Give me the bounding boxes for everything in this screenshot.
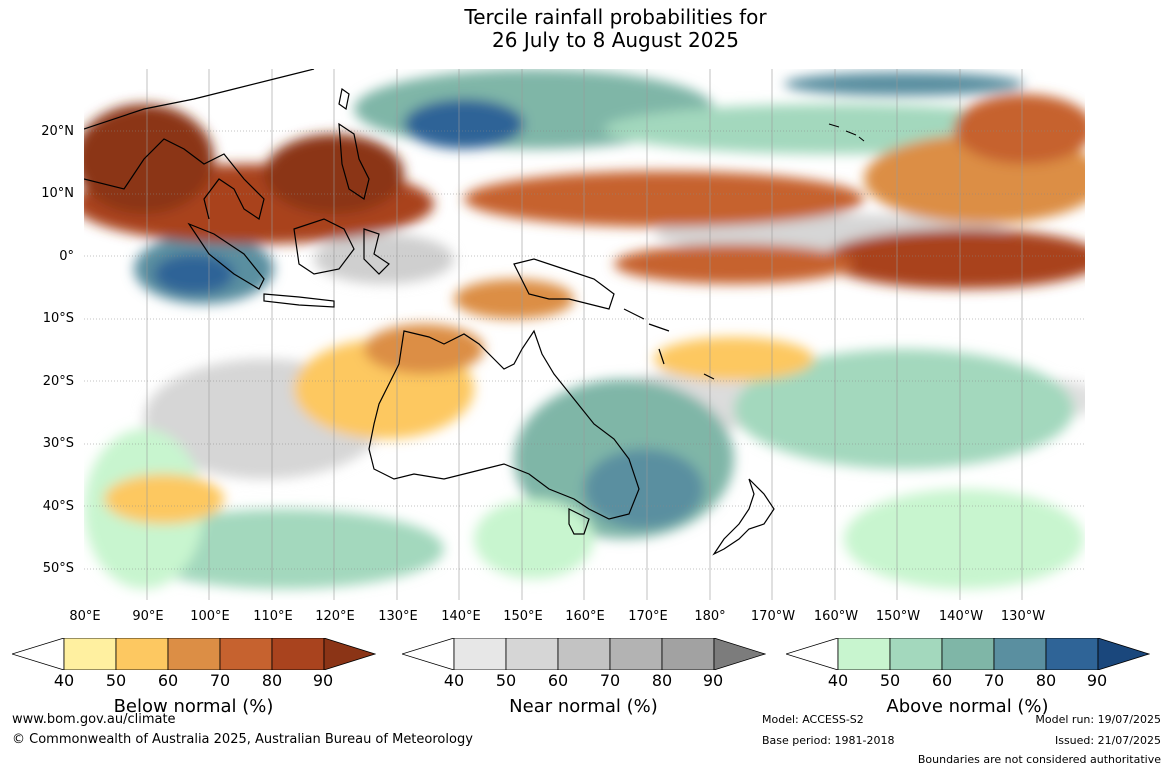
graticule (84, 130, 1085, 570)
below-normal-swatch (167, 638, 221, 670)
near-tick: 50 (495, 671, 517, 690)
australia-coast (368, 329, 640, 520)
above-tick: 50 (879, 671, 901, 690)
lon-label-150e: 150°E (503, 609, 543, 624)
lon-label-160w: 160°W (813, 609, 859, 624)
lon-label-110e: 110°E (253, 609, 293, 624)
lat-label-0: 0° (59, 249, 74, 264)
near-normal-swatch (557, 638, 611, 670)
sulawesi-coast (363, 228, 390, 275)
lon-label-150w: 150°W (875, 609, 921, 624)
map-canvas (84, 69, 1085, 600)
base-period-text: Base period: 1981-2018 (762, 734, 895, 747)
lon-label-90e: 90°E (132, 609, 164, 624)
lon-label-80e: 80°E (69, 609, 101, 624)
lat-label-40s: 40°S (42, 499, 74, 514)
asia-mainland-coast (84, 69, 315, 220)
above-normal-colorbar (786, 638, 1150, 670)
below-normal-title: Below normal (%) (113, 696, 274, 717)
lon-label-130w: 130°W (1000, 609, 1046, 624)
vanuatu-islands (658, 348, 715, 380)
taiwan-coast (338, 87, 350, 111)
near-normal-swatch (609, 638, 663, 670)
below-normal-colorbar (12, 638, 376, 670)
hawaii-islands (828, 123, 865, 142)
website-link[interactable]: www.bom.gov.au/climate (12, 712, 176, 727)
below-normal-swatch (219, 638, 273, 670)
lon-label-100e: 100°E (190, 609, 230, 624)
lon-label-170e: 170°E (628, 609, 668, 624)
coastlines (84, 69, 775, 556)
new-zealand-coast (712, 478, 775, 556)
above-tick: 40 (827, 671, 849, 690)
lat-label-50s: 50°S (42, 561, 74, 576)
above-normal-swatch (941, 638, 995, 670)
near-normal-swatch (505, 638, 559, 670)
sumatra-coast (187, 222, 265, 290)
solomon-islands (623, 308, 670, 332)
above-normal-swatch (889, 638, 943, 670)
map-title-line2: 26 July to 8 August 2025 (492, 28, 739, 52)
lat-label-30s: 30°S (42, 436, 74, 451)
near-tick: 90 (702, 671, 724, 690)
lon-label-170w: 170°W (750, 609, 796, 624)
near-normal-swatch (453, 638, 507, 670)
lon-label-130e: 130°E (378, 609, 418, 624)
lon-label-180: 180° (694, 609, 726, 624)
tasmania-coast (568, 508, 590, 535)
near-tick: 60 (547, 671, 569, 690)
lat-label-20s: 20°S (42, 374, 74, 389)
above-tick: 60 (931, 671, 953, 690)
above-normal-swatch (1045, 638, 1099, 670)
probability-map (84, 69, 1085, 600)
meridians (146, 69, 1023, 600)
below-tick: 60 (157, 671, 179, 690)
model-text: Model: ACCESS-S2 (762, 713, 864, 726)
probability-field (84, 69, 1085, 589)
lon-label-140w: 140°W (938, 609, 984, 624)
near-normal-colorbar (402, 638, 766, 670)
borneo-coast (293, 218, 355, 275)
above-tick: 90 (1086, 671, 1108, 690)
near-normal-swatch (661, 638, 715, 670)
philippines-coast (338, 122, 370, 200)
lat-label-10s: 10°S (42, 311, 74, 326)
lat-label-20n: 20°N (41, 124, 74, 139)
near-normal-title: Near normal (%) (509, 696, 658, 717)
near-tick: 80 (651, 671, 673, 690)
below-tick: 90 (312, 671, 334, 690)
above-normal-title: Above normal (%) (886, 696, 1049, 717)
copyright-text: © Commonwealth of Australia 2025, Austra… (12, 732, 473, 747)
lon-label-120e: 120°E (315, 609, 355, 624)
below-normal-swatch (115, 638, 169, 670)
below-tick: 70 (209, 671, 231, 690)
lon-label-140e: 140°E (441, 609, 481, 624)
below-tick: 80 (261, 671, 283, 690)
below-tick: 50 (105, 671, 127, 690)
above-normal-swatch (837, 638, 891, 670)
near-tick: 40 (443, 671, 465, 690)
above-tick: 70 (983, 671, 1005, 690)
near-tick: 70 (599, 671, 621, 690)
issued-text: Issued: 21/07/2025 (1054, 734, 1161, 747)
above-normal-swatch (993, 638, 1047, 670)
below-normal-swatch (63, 638, 117, 670)
java-coast (263, 293, 335, 308)
boundaries-disclaimer: Boundaries are not considered authoritat… (917, 753, 1161, 766)
map-title-line1: Tercile rainfall probabilities for (464, 5, 767, 29)
lon-label-160e: 160°E (565, 609, 605, 624)
lat-label-10n: 10°N (41, 186, 74, 201)
below-normal-swatch (271, 638, 325, 670)
new-guinea-coast (513, 258, 615, 310)
above-tick: 80 (1035, 671, 1057, 690)
model-run-text: Model run: 19/07/2025 (1035, 713, 1161, 726)
below-tick: 40 (53, 671, 75, 690)
